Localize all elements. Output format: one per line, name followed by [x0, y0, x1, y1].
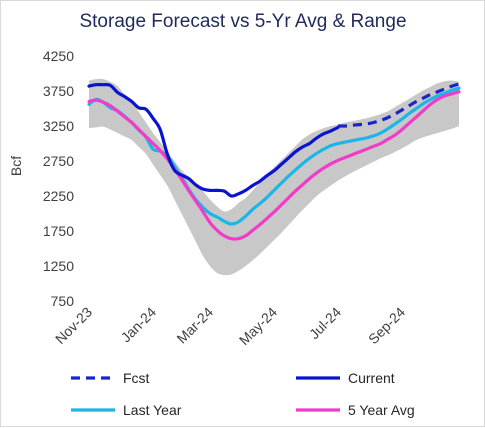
y-tick-label: 3250: [43, 118, 74, 134]
series-line-current: [87, 82, 340, 198]
series-lines-layer: [87, 82, 461, 241]
y-tick-label: 2750: [43, 153, 74, 169]
y-tick-label: 3750: [43, 83, 74, 99]
y-tick-label: 2250: [43, 188, 74, 204]
legend-item-fcst: Fcst: [71, 370, 150, 386]
y-tick-labels: 750 1250 1750 2250 2750 3250 3750 4250: [43, 48, 74, 309]
x-tick-label: May-24: [236, 304, 280, 348]
x-tick-label: Jan-24: [118, 304, 160, 346]
y-tick-label: 4250: [43, 48, 74, 64]
y-tick-label: 1750: [43, 223, 74, 239]
legend-item-five-year-avg: 5 Year Avg: [296, 402, 415, 418]
series-line-last-year: [87, 86, 461, 226]
legend-item-current: Current: [296, 370, 395, 386]
range-band-layer: [89, 78, 459, 276]
legend-label: Last Year: [123, 402, 182, 418]
legend-label: Fcst: [123, 370, 150, 386]
legend-label: 5 Year Avg: [348, 402, 415, 418]
series-line-fcst: [337, 82, 460, 128]
legend: Fcst Current Last Year 5 Year Avg: [71, 370, 415, 418]
x-tick-label: Jul-24: [306, 304, 344, 342]
y-axis-label: Bcf: [8, 156, 24, 176]
y-tick-label: 1250: [43, 258, 74, 274]
x-tick-labels: Nov-23 Jan-24 Mar-24 May-24 Jul-24 Sep-24: [52, 304, 408, 348]
chart-title: Storage Forecast vs 5-Yr Avg & Range: [79, 11, 406, 32]
x-tick-label: Mar-24: [173, 304, 216, 347]
legend-item-last-year: Last Year: [71, 402, 182, 418]
series-line-five-year-avg: [87, 90, 461, 241]
range-band-area: [89, 78, 459, 276]
legend-label: Current: [348, 370, 395, 386]
x-tick-label: Sep-24: [365, 304, 408, 347]
y-tick-label: 750: [51, 293, 75, 309]
x-tick-label: Nov-23: [52, 304, 95, 347]
